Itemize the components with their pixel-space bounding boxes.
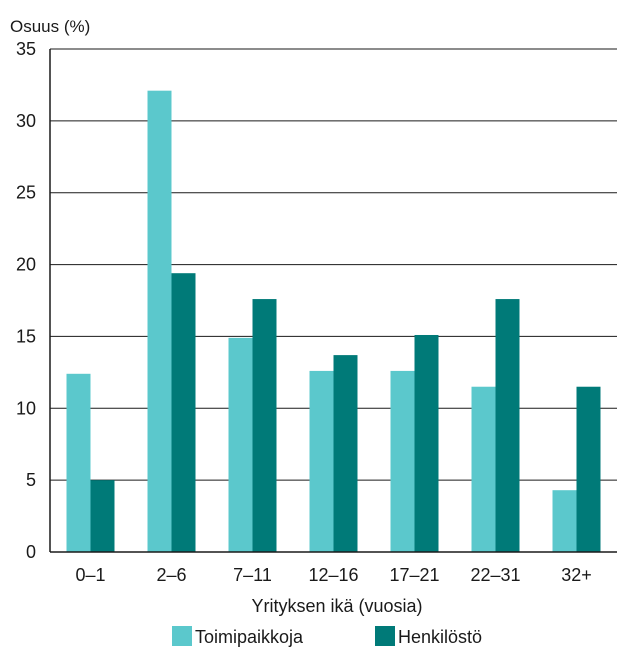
x-tick-label: 17–21 <box>389 565 439 585</box>
gridlines <box>50 48 617 481</box>
bar-toimipaikkoja <box>471 386 496 552</box>
bar-henkilosto <box>576 386 601 552</box>
y-axis-ticks: 0 5 10 15 20 25 30 35 <box>16 39 36 562</box>
y-tick-label: 5 <box>26 470 36 490</box>
bar-henkilosto <box>495 299 520 552</box>
bar-toimipaikkoja <box>390 370 415 552</box>
bar-toimipaikkoja <box>66 373 91 552</box>
legend-swatch <box>172 626 192 646</box>
y-tick-label: 25 <box>16 183 36 203</box>
x-tick-label: 12–16 <box>308 565 358 585</box>
x-tick-label: 2–6 <box>156 565 186 585</box>
x-axis-ticks: 0–1 2–6 7–11 12–16 17–21 22–31 32+ <box>75 565 591 585</box>
bar-toimipaikkoja <box>309 370 334 552</box>
y-axis-label: Osuus (%) <box>10 17 90 36</box>
x-axis-label: Yrityksen ikä (vuosia) <box>251 596 422 616</box>
y-tick-label: 15 <box>16 326 36 346</box>
y-tick-label: 10 <box>16 398 36 418</box>
legend-label: Toimipaikkoja <box>195 627 304 647</box>
bar-henkilosto <box>414 334 439 552</box>
x-tick-label: 0–1 <box>75 565 105 585</box>
y-tick-label: 30 <box>16 111 36 131</box>
x-tick-label: 7–11 <box>233 565 272 585</box>
legend: Toimipaikkoja Henkilöstö <box>172 626 482 647</box>
x-tick-label: 22–31 <box>470 565 520 585</box>
legend-label: Henkilöstö <box>398 627 482 647</box>
bar-henkilosto <box>333 355 358 552</box>
y-tick-label: 20 <box>16 255 36 275</box>
bar-henkilosto <box>90 480 115 552</box>
legend-swatch <box>375 626 395 646</box>
y-tick-label: 35 <box>16 39 36 59</box>
bars <box>66 90 601 553</box>
y-tick-label: 0 <box>26 542 36 562</box>
x-tick-label: 32+ <box>561 565 592 585</box>
bar-toimipaikkoja <box>552 490 577 552</box>
bar-henkilosto <box>171 273 196 552</box>
bar-henkilosto <box>252 299 277 552</box>
bar-toimipaikkoja <box>147 90 172 553</box>
bar-toimipaikkoja <box>228 337 253 552</box>
